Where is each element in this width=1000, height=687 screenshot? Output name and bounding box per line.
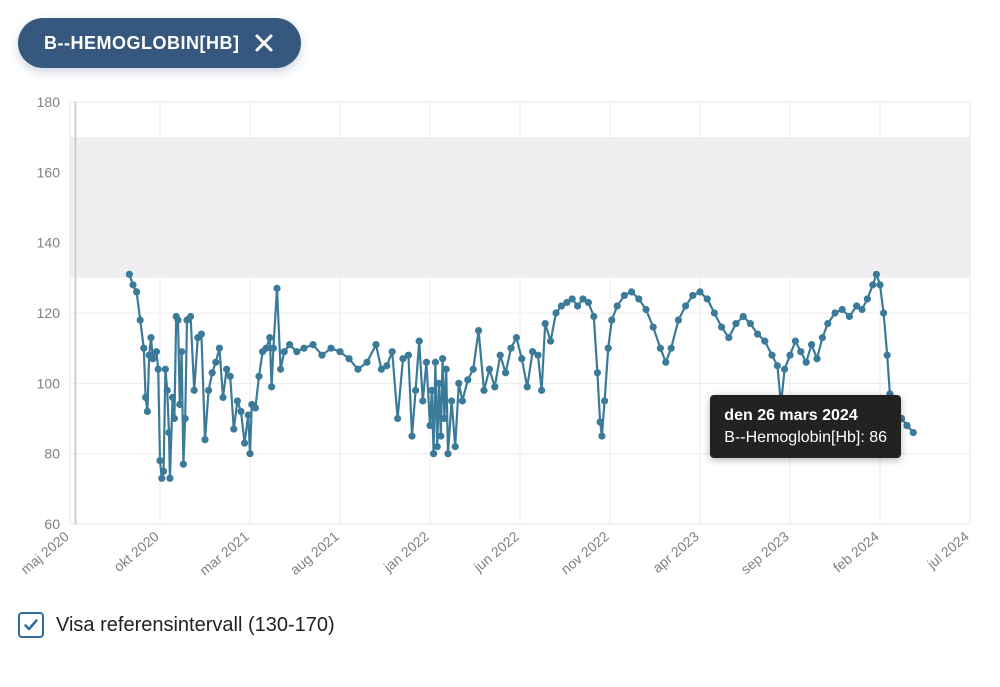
svg-text:jun 2022: jun 2022 <box>470 528 522 576</box>
svg-text:100: 100 <box>37 375 61 391</box>
reference-interval-checkbox[interactable] <box>18 612 44 638</box>
tooltip-date: den 26 mars 2024 <box>724 405 887 427</box>
svg-text:180: 180 <box>37 96 61 110</box>
svg-text:80: 80 <box>44 446 60 462</box>
filter-chip-label: B--HEMOGLOBIN[HB] <box>44 33 239 54</box>
tooltip-value: B--Hemoglobin[Hb]: 86 <box>724 427 887 449</box>
filter-chip[interactable]: B--HEMOGLOBIN[HB] <box>18 18 301 68</box>
reference-interval-label: Visa referensintervall (130-170) <box>56 614 335 637</box>
svg-text:140: 140 <box>37 235 61 251</box>
svg-text:sep 2023: sep 2023 <box>738 528 793 577</box>
svg-text:apr 2023: apr 2023 <box>649 528 702 576</box>
svg-text:aug 2021: aug 2021 <box>287 528 342 578</box>
hemoglobin-chart: 60 80 100 120 140 160 180 maj 2020 okt 2020 mar 2… <box>18 96 982 596</box>
svg-text:feb 2024: feb 2024 <box>830 528 882 575</box>
svg-text:160: 160 <box>37 164 61 180</box>
svg-text:mar 2021: mar 2021 <box>196 528 252 578</box>
close-icon[interactable] <box>253 32 275 54</box>
svg-text:jan 2022: jan 2022 <box>380 528 432 576</box>
chart-tooltip: den 26 mars 2024 B--Hemoglobin[Hb]: 86 <box>710 395 901 458</box>
svg-text:jul 2024: jul 2024 <box>923 528 972 573</box>
svg-text:okt 2020: okt 2020 <box>110 528 162 575</box>
svg-text:120: 120 <box>37 305 61 321</box>
svg-text:60: 60 <box>44 516 60 532</box>
svg-text:nov 2022: nov 2022 <box>558 528 613 577</box>
svg-text:maj 2020: maj 2020 <box>18 528 72 577</box>
